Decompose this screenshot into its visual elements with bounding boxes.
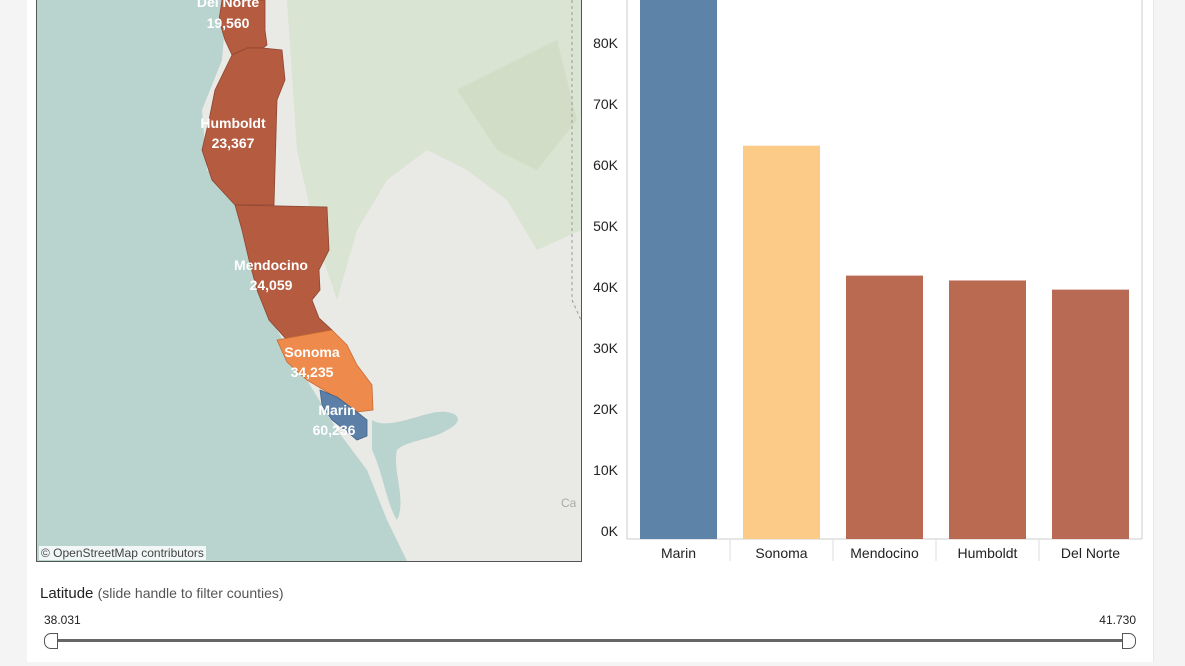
x-category-label: Sonoma [755,545,807,561]
forest-area [457,40,577,170]
county-label-value: 34,235 [291,364,334,380]
y-tick-label: 10K [593,462,619,478]
map-canvas: Del Norte 19,560 Humboldt 23,367 Mendoci… [197,0,581,561]
filter-title: Latitude (slide handle to filter countie… [40,585,1140,602]
bar-chart-svg: 0K 10K 20K 30K 40K 50K 60K 70K 80K Marin Sonoma Men… [593,0,1143,561]
county-label-value: 60,236 [313,422,356,438]
bar-chart: 0K 10K 20K 30K 40K 50K 60K 70K 80K Marin Sonoma Men… [586,0,1156,570]
bar-del-norte [1052,289,1129,539]
county-label-name: Marin [318,402,355,418]
bay-water [372,411,458,520]
county-label-name: Mendocino [234,257,308,273]
county-label-value: 23,367 [212,135,255,151]
slider-handle-max[interactable] [1122,633,1136,649]
county-label-name: Humboldt [200,115,266,131]
county-label-name: Del Norte [197,0,259,10]
filter-max-label: 41.730 [1099,613,1136,627]
map-place-label: Ca [561,496,577,510]
county-humboldt [201,47,286,206]
slider-handle-min[interactable] [44,633,58,649]
y-tick-label: 0K [601,523,619,539]
y-tick-label: 80K [593,35,619,51]
y-tick-label: 20K [593,401,619,417]
county-label-value: 19,560 [207,15,250,31]
filter-min-label: 38.031 [44,613,81,627]
y-tick-label: 30K [593,340,619,356]
x-category-label: Del Norte [1061,545,1120,561]
filter-subtitle: (slide handle to filter counties) [97,585,284,601]
county-marin [319,389,368,441]
x-category-label: Marin [661,545,696,561]
y-tick-label: 70K [593,96,619,112]
slider-track[interactable] [48,639,1132,642]
county-map[interactable]: Del Norte 19,560 Humboldt 23,367 Mendoci… [36,0,582,562]
county-label-value: 24,059 [250,277,293,293]
bar-marin [640,0,717,539]
county-label-name: Sonoma [284,344,339,360]
x-category-label: Mendocino [850,545,919,561]
bar-humboldt [949,280,1026,539]
bar-sonoma [743,145,820,540]
state-border [571,0,581,321]
y-tick-label: 40K [593,279,619,295]
map-attribution[interactable]: © OpenStreetMap contributors [39,546,206,560]
x-category-label: Humboldt [958,545,1018,561]
latitude-filter: Latitude (slide handle to filter countie… [40,585,1140,649]
bar-mendocino [846,275,923,539]
filter-title-label: Latitude [40,585,94,602]
county-sonoma [276,329,374,413]
county-mendocino [234,204,333,341]
y-tick-label: 60K [593,157,619,173]
y-tick-label: 50K [593,218,619,234]
